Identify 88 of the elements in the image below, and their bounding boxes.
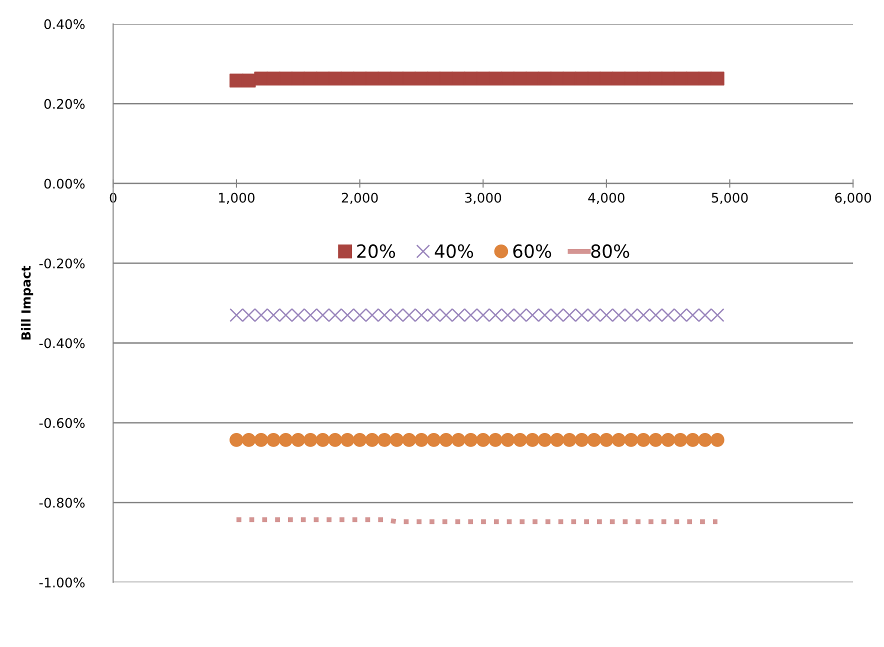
point — [661, 72, 676, 86]
point — [574, 432, 589, 447]
point — [476, 432, 490, 447]
point — [624, 432, 638, 447]
point — [599, 72, 614, 86]
legend-label: 80% — [591, 244, 630, 258]
point — [365, 432, 380, 447]
point — [230, 74, 244, 88]
y-tick-label: -0.20% — [39, 258, 85, 268]
point — [636, 72, 650, 86]
point — [587, 432, 602, 447]
legend-label: 60% — [513, 244, 552, 258]
point — [414, 432, 428, 447]
x-tick-label: 0 — [110, 192, 116, 203]
point — [525, 72, 540, 86]
point — [304, 432, 318, 447]
point — [230, 432, 244, 447]
point — [698, 72, 712, 86]
point — [402, 72, 416, 86]
point — [352, 432, 367, 447]
y-tick-label: 0.40% — [44, 19, 85, 30]
point — [291, 432, 306, 447]
point — [550, 72, 564, 86]
point — [513, 432, 528, 447]
point — [304, 72, 318, 86]
legend-label: 20% — [357, 244, 396, 258]
point — [538, 432, 552, 447]
point — [525, 432, 540, 447]
point — [378, 432, 392, 447]
point — [340, 72, 354, 86]
y-tick-label: 0.20% — [44, 98, 85, 109]
x-tick-label: 2,000 — [342, 192, 378, 204]
point — [686, 432, 700, 447]
point — [648, 432, 663, 447]
x-tick-label: 5,000 — [712, 192, 748, 204]
point — [439, 432, 454, 447]
point — [452, 432, 466, 447]
point — [661, 432, 676, 447]
point — [550, 432, 564, 447]
point — [698, 432, 712, 447]
point — [402, 432, 416, 447]
point — [266, 72, 280, 86]
point — [587, 72, 602, 86]
point — [513, 72, 528, 86]
point — [378, 72, 392, 86]
point — [328, 432, 342, 447]
point — [390, 432, 404, 447]
y-tick-label: -1.00% — [39, 578, 85, 588]
point — [365, 72, 380, 86]
point — [488, 72, 502, 86]
point — [254, 432, 268, 447]
y-tick-label: -0.40% — [39, 338, 85, 348]
point — [562, 72, 576, 86]
point — [464, 432, 478, 447]
point — [562, 432, 576, 447]
y-axis-title: Bill Impact — [21, 266, 34, 340]
point — [624, 72, 638, 86]
point — [242, 432, 256, 447]
point — [426, 432, 441, 447]
point — [328, 72, 342, 86]
x-tick-label: 3,000 — [465, 192, 502, 204]
point — [439, 72, 454, 86]
x-tick-label: 4,000 — [588, 192, 624, 204]
point — [242, 74, 256, 88]
point — [673, 432, 688, 447]
point — [488, 432, 502, 447]
y-tick-label: -0.80% — [39, 498, 85, 508]
point — [266, 432, 280, 447]
point — [710, 432, 724, 447]
point — [500, 432, 515, 447]
x-tick-label: 6,000 — [835, 192, 872, 204]
point — [254, 72, 268, 86]
point — [710, 72, 724, 86]
point — [476, 72, 490, 86]
y-tick-label: -0.60% — [39, 418, 85, 428]
point — [612, 432, 626, 447]
y-tick-label: 0.00% — [44, 178, 85, 189]
point — [636, 432, 650, 447]
point — [340, 432, 354, 447]
point — [673, 72, 688, 86]
point — [291, 72, 306, 86]
x-tick-label: 1,000 — [219, 192, 254, 204]
point — [599, 432, 614, 447]
point — [414, 72, 428, 86]
point — [452, 72, 466, 86]
point — [316, 432, 330, 447]
legend-label: 40% — [434, 244, 474, 258]
point — [278, 432, 293, 447]
